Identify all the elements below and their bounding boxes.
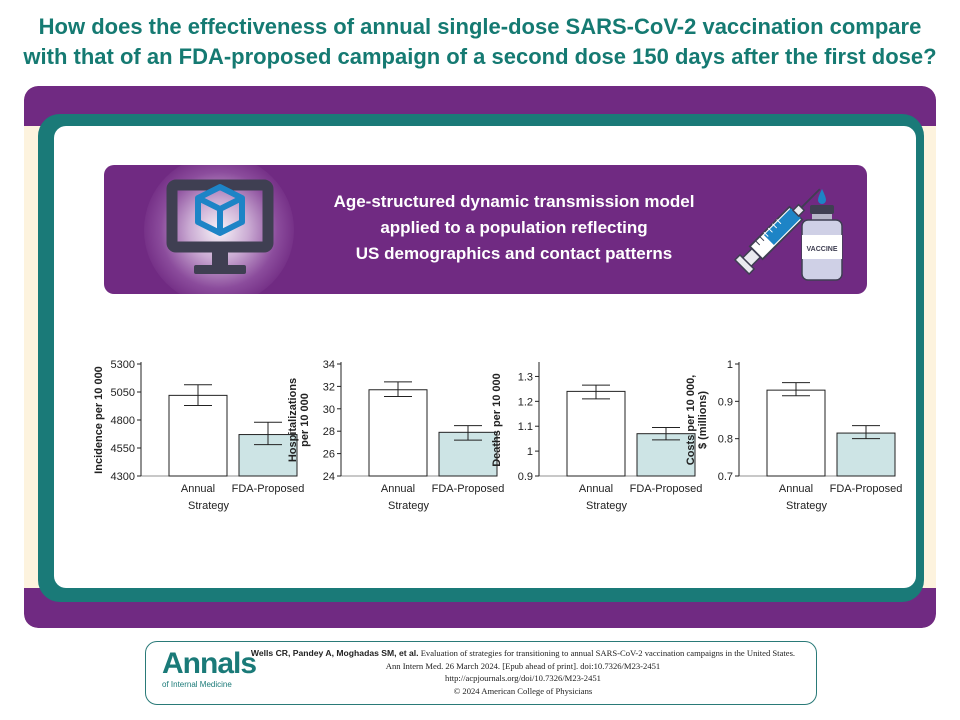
vial-label: VACCINE — [807, 246, 838, 253]
model-line-3: US demographics and contact patterns — [355, 244, 673, 263]
deaths-chart: 0.9 1 1.1 1.2 1.3 Annual FDA-Proposed Strategy D… — [484, 352, 702, 517]
model-description-banner: Age-structured dynamic transmission mode… — [104, 165, 867, 294]
y-tick-label: 1.2 — [518, 396, 533, 408]
annals-logo-subtitle: of Internal Medicine — [162, 680, 232, 689]
citation-title: Evaluation of strategies for transitioni… — [420, 648, 796, 658]
infographic-title: How does the effectiveness of annual sin… — [23, 14, 937, 69]
y-tick-label: 1.1 — [518, 421, 533, 433]
y-tick-label: 1 — [527, 446, 533, 458]
costs-chart: 0.7 0.8 0.9 1 Annual FDA-Proposed Strategy Cost… — [684, 352, 902, 517]
y-tick-label: 5050 — [111, 387, 135, 399]
citation-reference: Wells CR, Pandey A, Moghadas SM, et al. … — [238, 647, 808, 660]
syringe-vial-icon: VACCINE — [733, 188, 843, 281]
bar-annual — [766, 389, 826, 477]
x-axis-title: Strategy — [586, 500, 627, 512]
x-axis-title: Strategy — [388, 500, 429, 512]
category-label: Annual — [181, 483, 215, 495]
category-label: FDA-Proposed — [630, 483, 703, 495]
bar-annual — [168, 394, 228, 477]
y-tick-label: 24 — [323, 471, 335, 483]
computer-monitor-cube-icon — [166, 179, 274, 274]
y-axis-title: $ (millions) — [697, 391, 709, 449]
y-axis-title: Deaths per 10 000 — [491, 373, 503, 467]
bar-fda-proposed — [636, 433, 696, 477]
incidence-chart: 4300 4550 4800 5050 5300 Annual FDA-Proposed St… — [86, 352, 304, 517]
y-axis-title: per 10 000 — [299, 393, 311, 447]
y-tick-label: 4300 — [111, 471, 135, 483]
citation-url[interactable]: http://acpjournals.org/doi/10.7326/M23-2… — [445, 673, 601, 683]
y-tick-label: 32 — [323, 381, 335, 393]
citation-journal: Ann Intern Med. 26 March 2024. [Epub ahe… — [385, 660, 661, 671]
bar-annual — [368, 389, 428, 477]
category-label: Annual — [779, 483, 813, 495]
y-tick-label: 1.3 — [518, 371, 533, 383]
citation-text: Wells CR, Pandey A, Moghadas SM, et al. … — [238, 647, 808, 697]
bar-annual — [566, 390, 626, 477]
model-description: Age-structured dynamic transmission mode… — [309, 189, 719, 267]
category-label: FDA-Proposed — [432, 483, 505, 495]
x-axis-title: Strategy — [786, 500, 827, 512]
y-tick-label: 0.9 — [518, 471, 533, 483]
category-label: FDA-Proposed — [232, 483, 305, 495]
y-tick-label: 4550 — [111, 443, 135, 455]
category-label: Annual — [381, 483, 415, 495]
category-label: FDA-Proposed — [830, 483, 903, 495]
model-line-2: applied to a population reflecting — [380, 218, 648, 237]
model-line-1: Age-structured dynamic transmission mode… — [333, 192, 695, 211]
y-tick-label: 4800 — [111, 415, 135, 427]
annals-logo: Annals — [162, 647, 257, 680]
y-tick-label: 5300 — [111, 359, 135, 371]
hospitalizations-chart: 24 26 28 30 32 34 Annual FDA-Proposed Strategy Ho… — [286, 352, 504, 517]
citation-authors: Wells CR, Pandey A, Moghadas SM, et al. — [250, 648, 419, 658]
y-tick-label: 0.9 — [718, 396, 733, 408]
citation-copyright: © 2024 American College of Physicians — [453, 685, 593, 696]
y-tick-label: 30 — [323, 404, 335, 416]
y-tick-label: 0.7 — [718, 471, 733, 483]
y-axis-title: Hospitalizations — [287, 378, 299, 462]
chart-svg: 4300 4550 4800 5050 5300 Annual FDA-ProposedSt… — [93, 359, 304, 512]
y-tick-label: 1 — [727, 359, 733, 371]
y-axis-title: Costs per 10 000, — [685, 375, 697, 466]
y-tick-label: 28 — [323, 426, 335, 438]
x-axis-title: Strategy — [188, 500, 229, 512]
citation-box: Annals of Internal Medicine Wells CR, Pa… — [145, 641, 817, 705]
y-tick-label: 34 — [323, 359, 335, 371]
y-axis-title: Incidence per 10 000 — [93, 366, 105, 474]
y-tick-label: 26 — [323, 449, 335, 461]
bar-fda-proposed — [836, 432, 896, 477]
category-label: Annual — [579, 483, 613, 495]
y-tick-label: 0.8 — [718, 434, 733, 446]
